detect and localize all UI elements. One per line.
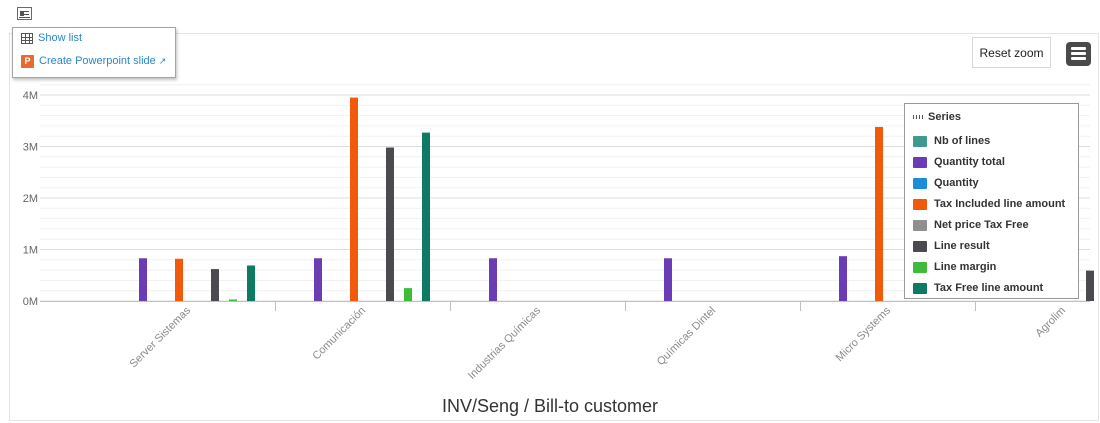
legend-item[interactable]: Net price Tax Free — [913, 218, 1029, 232]
legend-label: Net price Tax Free — [934, 219, 1029, 231]
y-tick-label: 2M — [23, 193, 38, 205]
x-tick-label: Server Sistemas — [128, 304, 194, 370]
x-tick-label: Industrias Químicas — [466, 304, 544, 382]
bar — [211, 269, 219, 301]
y-tick-label: 3M — [23, 142, 38, 154]
create-powerpoint-label: Create Powerpoint slide — [39, 55, 156, 67]
table-icon — [21, 32, 33, 44]
show-list-item[interactable]: Show list — [21, 29, 82, 47]
legend-swatch — [913, 156, 927, 168]
legend-item[interactable]: Nb of lines — [913, 134, 990, 148]
reset-zoom-button[interactable]: Reset zoom — [972, 37, 1051, 68]
legend-label: Quantity total — [934, 156, 1005, 168]
x-tick-label: Químicas Dintel — [655, 305, 718, 368]
legend-item[interactable]: Tax Included line amount — [913, 197, 1065, 211]
bar — [139, 258, 147, 301]
legend-swatch — [913, 240, 927, 252]
x-tick-label: Comunicación — [310, 305, 368, 363]
legend-swatch — [913, 135, 927, 147]
legend-swatch — [913, 219, 927, 231]
bar — [229, 299, 237, 301]
legend-label: Nb of lines — [934, 135, 991, 147]
legend: Series Nb of lines Quantity total Quantity… — [904, 103, 1079, 299]
bar — [350, 97, 358, 301]
powerpoint-icon: P — [21, 54, 34, 68]
legend-item[interactable]: Line margin — [913, 260, 996, 274]
y-tick-label: 1M — [23, 245, 38, 257]
bar — [839, 256, 847, 301]
bar — [422, 132, 430, 301]
x-axis-title: INV/Seng / Bill-to customer — [441, 396, 659, 416]
legend-swatch — [913, 177, 927, 189]
bar — [404, 288, 412, 301]
export-menu: Show list P Create Powerpoint slide ↗ — [12, 27, 176, 78]
hamburger-menu-icon[interactable] — [1066, 42, 1091, 66]
bar — [175, 258, 183, 301]
legend-label: Tax Free line amount — [934, 282, 1044, 294]
bar — [875, 126, 883, 302]
legend-label: Line result — [934, 240, 990, 252]
legend-item[interactable]: Quantity — [913, 176, 979, 190]
legend-label: Quantity — [934, 177, 979, 189]
legend-label: Line margin — [934, 261, 997, 273]
external-link-icon: ↗ — [158, 55, 167, 66]
legend-swatch — [913, 282, 927, 294]
bar — [386, 147, 394, 301]
legend-title: Series — [913, 111, 961, 123]
legend-item[interactable]: Tax Free line amount — [913, 281, 1043, 295]
bar — [247, 265, 255, 301]
legend-swatch — [913, 198, 927, 210]
legend-swatch — [913, 261, 927, 273]
create-powerpoint-item[interactable]: P Create Powerpoint slide ↗ — [21, 52, 166, 70]
bar — [1086, 270, 1094, 301]
bar — [489, 258, 497, 301]
bar — [664, 258, 672, 301]
show-list-label: Show list — [38, 32, 83, 44]
x-tick-label: Micro Systems — [834, 304, 894, 364]
grip-icon — [913, 115, 923, 119]
bar — [314, 258, 322, 301]
legend-item[interactable]: Line result — [913, 239, 990, 253]
legend-label: Tax Included line amount — [934, 198, 1066, 210]
y-tick-label: 4M — [23, 90, 38, 102]
legend-item[interactable]: Quantity total — [913, 155, 1005, 169]
y-tick-label: 0M — [23, 296, 38, 308]
x-tick-label: Agrolim — [1033, 305, 1068, 340]
legend-title-text: Series — [928, 111, 962, 123]
id-card-icon[interactable] — [17, 7, 32, 20]
